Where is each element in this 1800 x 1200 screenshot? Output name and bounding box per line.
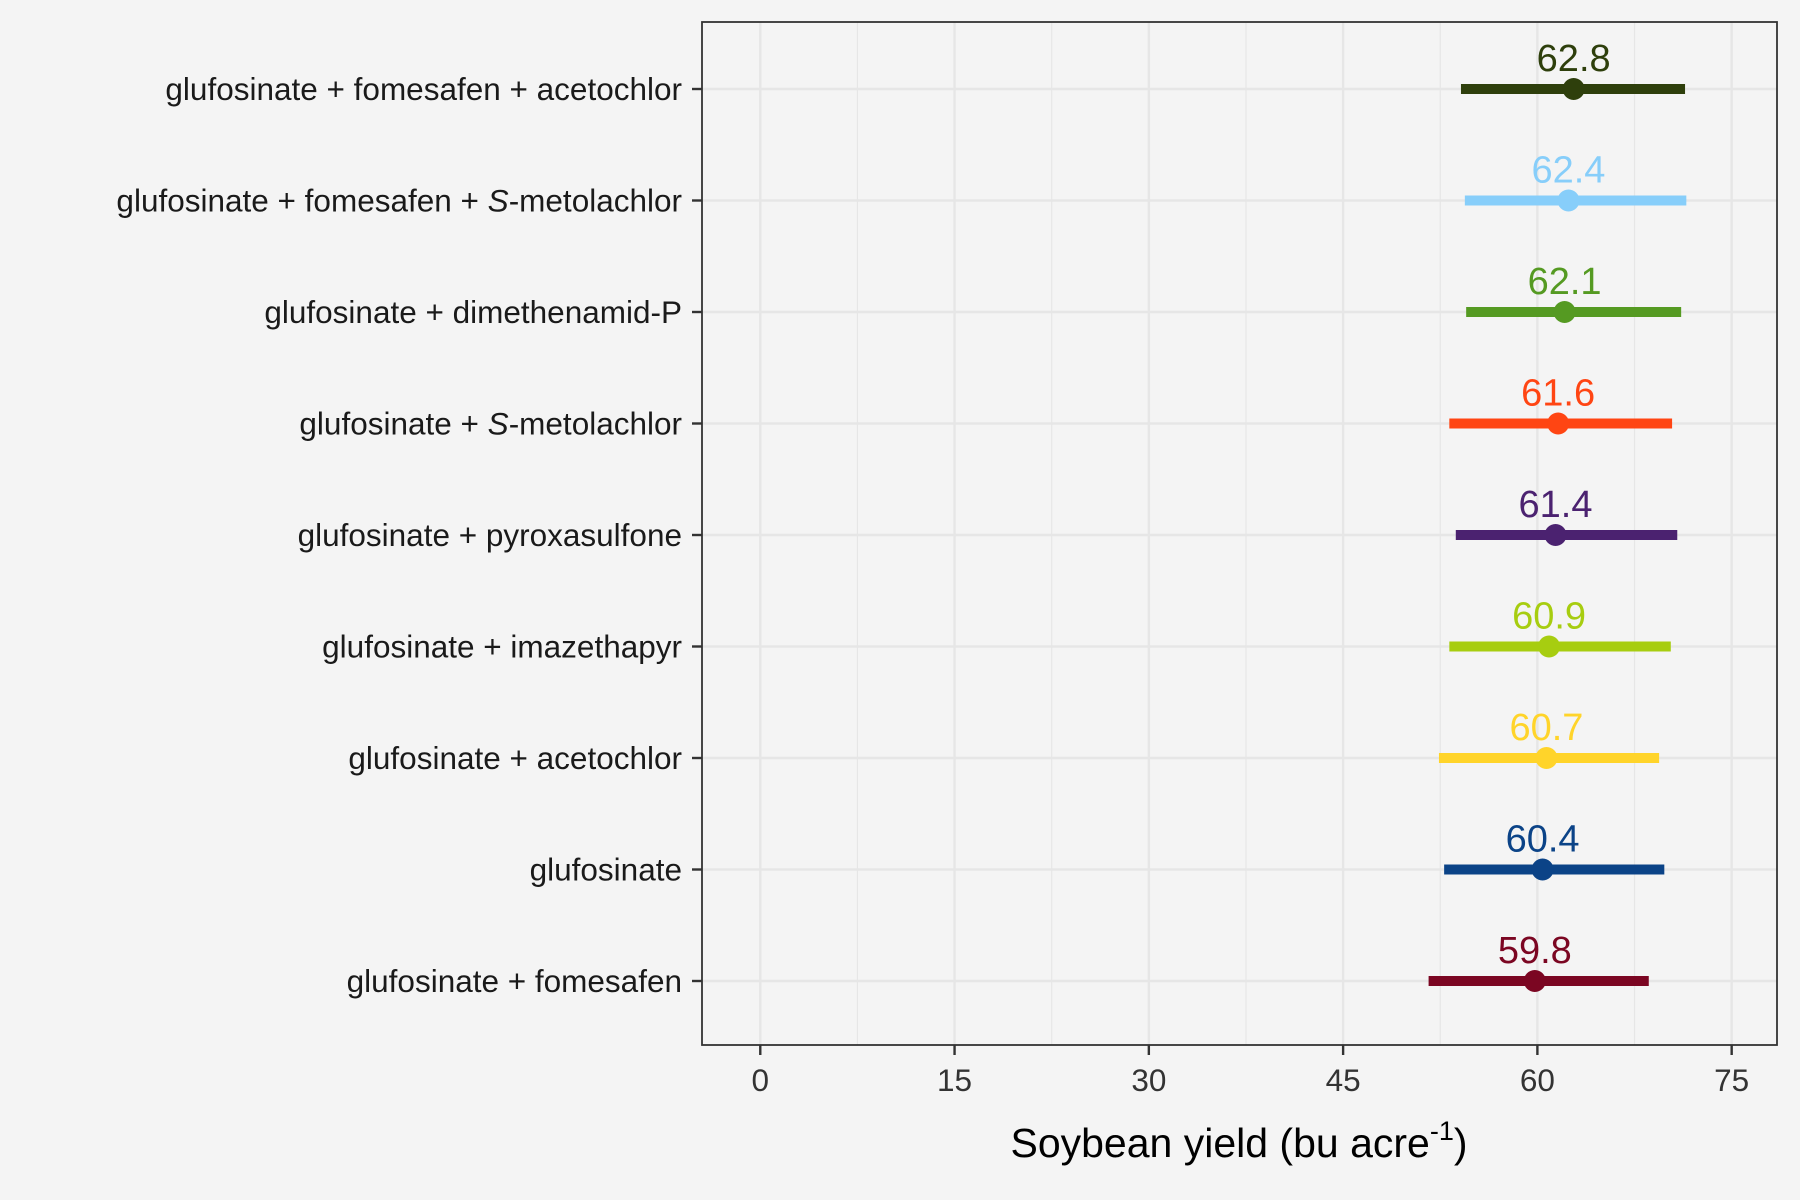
category-label: glufosinate + imazethapyr — [322, 629, 682, 665]
category-label: glufosinate + fomesafen + S-metolachlor — [116, 183, 682, 219]
category-label-italic: S — [488, 406, 509, 442]
category-label-suffix: -metolachlor — [509, 183, 682, 219]
estimate-point — [1562, 78, 1585, 100]
category-label-prefix: glufosinate + fomesafen — [347, 963, 682, 999]
value-label: 59.8 — [1498, 930, 1572, 972]
value-label: 60.7 — [1509, 707, 1583, 749]
value-label: 60.9 — [1512, 596, 1586, 638]
estimate-point — [1535, 747, 1558, 769]
value-label: 62.8 — [1537, 38, 1611, 80]
category-label-prefix: glufosinate + — [299, 406, 487, 442]
category-label-prefix: glufosinate + imazethapyr — [322, 629, 682, 665]
category-label-prefix: glufosinate + dimethenamid-P — [264, 294, 682, 330]
estimate-point — [1523, 970, 1546, 992]
category-label: glufosinate + S-metolachlor — [299, 406, 682, 442]
category-label-prefix: glufosinate + acetochlor — [348, 740, 682, 776]
category-label-prefix: glufosinate + fomesafen + — [116, 183, 487, 219]
estimate-point — [1544, 524, 1567, 546]
x-axis-title-close: ) — [1454, 1120, 1468, 1166]
x-tick-label: 60 — [1520, 1062, 1555, 1098]
category-label-prefix: glufosinate + fomesafen + acetochlor — [165, 71, 682, 107]
x-tick-label: 45 — [1326, 1062, 1361, 1098]
estimate-points — [1523, 78, 1585, 992]
value-label: 62.4 — [1531, 150, 1605, 192]
x-tick-label: 75 — [1714, 1062, 1749, 1098]
value-label: 61.6 — [1521, 373, 1595, 415]
category-label-suffix: -metolachlor — [509, 406, 682, 442]
estimate-point — [1538, 635, 1561, 658]
x-tick-label: 0 — [752, 1062, 770, 1098]
y-axis-category-labels: glufosinate + fomesafen + acetochlor gluf… — [116, 71, 682, 999]
category-label-italic: S — [488, 183, 509, 219]
value-label: 60.4 — [1506, 819, 1580, 861]
x-axis-tick-labels: 0 15 30 45 60 75 — [752, 1062, 1750, 1098]
category-label: glufosinate + fomesafen + acetochlor — [165, 71, 682, 107]
panel-border — [701, 21, 1778, 1046]
x-axis-title-superscript: -1 — [1430, 1116, 1454, 1146]
category-label-prefix: glufosinate + pyroxasulfone — [298, 517, 682, 553]
x-axis-title: Soybean yield (bu acre-1) — [1010, 1116, 1467, 1166]
x-axis-title-main: Soybean yield (bu acre — [1010, 1120, 1429, 1166]
category-label: glufosinate + pyroxasulfone — [298, 517, 682, 553]
estimate-point — [1531, 858, 1554, 881]
value-labels: 62.8 62.4 62.1 61.6 61.4 60.9 60.7 60.4 59.8 — [1498, 38, 1611, 972]
value-label: 62.1 — [1528, 261, 1602, 303]
x-axis-ticks — [759, 1045, 1733, 1055]
y-axis-ticks — [692, 87, 702, 983]
x-tick-label: 30 — [1131, 1062, 1166, 1098]
x-tick-label: 15 — [937, 1062, 972, 1098]
category-label: glufosinate + fomesafen — [347, 963, 682, 999]
category-label: glufosinate — [530, 852, 682, 888]
estimate-point — [1547, 412, 1570, 435]
category-label: glufosinate + acetochlor — [348, 740, 682, 776]
estimate-point — [1557, 189, 1580, 212]
category-label: glufosinate + dimethenamid-P — [264, 294, 682, 330]
value-label: 61.4 — [1519, 484, 1593, 526]
estimate-point — [1553, 301, 1576, 323]
category-label-prefix: glufosinate — [530, 852, 682, 888]
